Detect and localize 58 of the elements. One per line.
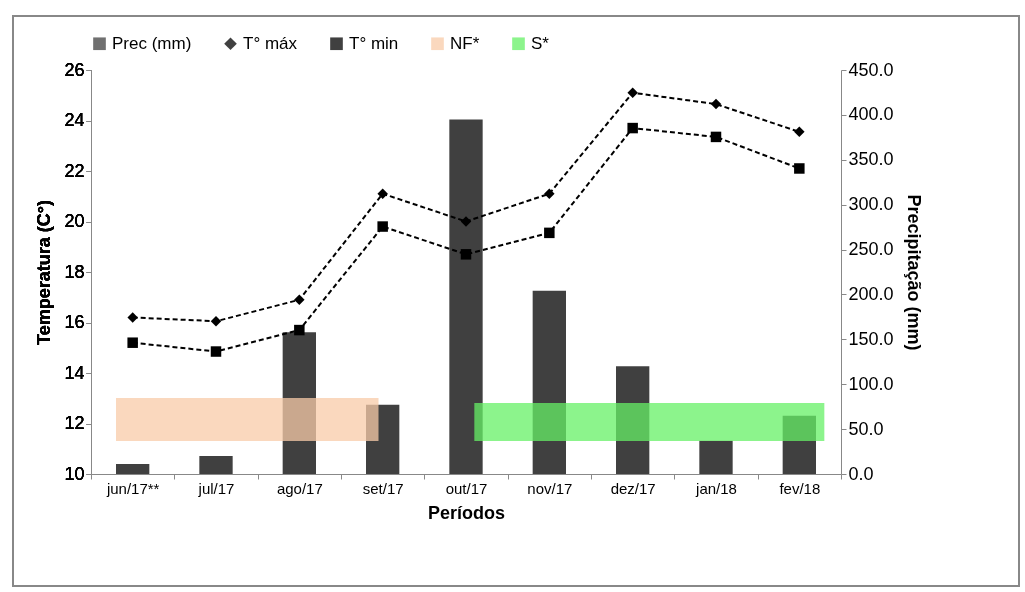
y-tick-label: 10 xyxy=(64,463,85,484)
x-tick-label: ago/17 xyxy=(276,479,323,497)
x-tick-label: nov/17 xyxy=(527,479,573,497)
legend-label: T° min xyxy=(349,33,399,53)
point xyxy=(127,337,138,348)
point xyxy=(460,216,472,227)
point xyxy=(460,249,472,260)
y2-tick-label: 50.0 xyxy=(848,418,884,439)
bar xyxy=(116,464,150,474)
x-tick-label: jun/17** xyxy=(105,479,160,497)
point xyxy=(377,221,388,232)
y2-tick-label: 100.0 xyxy=(848,373,894,394)
x-axis-title: Períodos xyxy=(427,502,506,523)
point xyxy=(294,324,305,336)
y-tick-label: 20 xyxy=(64,211,85,231)
point xyxy=(377,188,388,199)
point xyxy=(627,87,638,98)
bar xyxy=(199,456,233,474)
x-tick-label: set/17 xyxy=(362,479,404,497)
point xyxy=(710,131,722,143)
y2-tick-label: 0.0 xyxy=(848,463,874,484)
point xyxy=(294,294,305,306)
y2-axis-title: Precipitação (mm) xyxy=(903,194,924,351)
bar xyxy=(449,119,483,474)
x-tick-label: out/17 xyxy=(445,479,488,497)
point xyxy=(544,227,555,239)
y-tick-label: 26 xyxy=(64,59,85,80)
point xyxy=(627,122,638,134)
y2-tick-label: 450.0 xyxy=(848,59,894,80)
point xyxy=(210,315,222,327)
x-tick-label: jan/18 xyxy=(695,479,737,497)
point xyxy=(544,188,555,199)
point xyxy=(794,126,805,138)
point xyxy=(794,163,805,174)
point xyxy=(127,312,138,323)
legend-label: S* xyxy=(531,33,550,53)
y-tick-label: 24 xyxy=(64,110,85,130)
y2-tick-label: 300.0 xyxy=(848,194,894,215)
y2-tick-label: 200.0 xyxy=(848,283,894,304)
y-axis-title: Temperatura (C°) xyxy=(34,200,55,345)
y-tick-label: 14 xyxy=(64,362,85,383)
y-tick-label: 22 xyxy=(64,160,85,181)
x-tick-label: fev/18 xyxy=(779,479,821,497)
legend-label: NF* xyxy=(450,33,480,53)
y-tick-label: 12 xyxy=(64,413,85,433)
x-tick-label: dez/17 xyxy=(610,479,656,497)
y2-tick-label: 150.0 xyxy=(848,328,894,349)
point xyxy=(210,346,222,357)
x-tick-label: jul/17 xyxy=(197,479,235,497)
y-tick-label: 18 xyxy=(64,261,85,282)
y2-tick-label: 250.0 xyxy=(848,239,894,260)
y-tick-label: 16 xyxy=(64,312,85,332)
point xyxy=(710,98,722,110)
y2-tick-label: 350.0 xyxy=(848,149,894,170)
legend-label: Prec (mm) xyxy=(112,33,192,53)
bar xyxy=(699,440,733,474)
legend-label: T° máx xyxy=(243,33,298,53)
y2-tick-label: 400.0 xyxy=(848,104,894,125)
